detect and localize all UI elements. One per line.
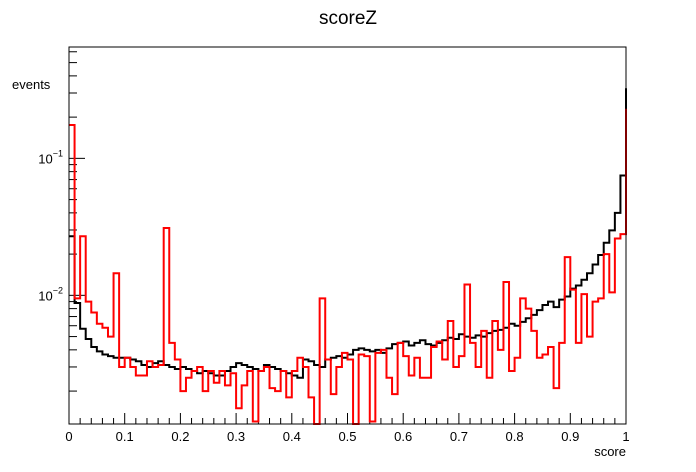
x-tick-label: 0.5 xyxy=(338,429,356,444)
series-black xyxy=(69,88,626,378)
series-layer xyxy=(69,88,626,424)
x-tick-label: 0.9 xyxy=(561,429,579,444)
x-tick-label: 1 xyxy=(622,429,629,444)
x-tick-label: 0.2 xyxy=(171,429,189,444)
x-tick-label: 0.7 xyxy=(450,429,468,444)
axis-ticks xyxy=(69,52,626,424)
y-tick-label: 10−2 xyxy=(38,285,63,303)
chart-title: scoreZ xyxy=(319,8,377,29)
x-axis-label: score xyxy=(594,444,626,459)
x-tick-label: 0.6 xyxy=(394,429,412,444)
y-axis-label: events xyxy=(12,77,51,92)
x-tick-label: 0.3 xyxy=(227,429,245,444)
x-tick-label: 0 xyxy=(65,429,72,444)
series-red xyxy=(69,109,626,424)
x-tick-label: 0.4 xyxy=(283,429,301,444)
x-tick-label: 0.8 xyxy=(506,429,524,444)
y-tick-label: 10−1 xyxy=(38,148,63,166)
tick-labels: 0 0.1 0.2 0.3 0.4 0.5 0.6 0.7 0.8 0.9 1 10−1 10−2 xyxy=(38,148,629,444)
x-tick-label: 0.1 xyxy=(116,429,134,444)
